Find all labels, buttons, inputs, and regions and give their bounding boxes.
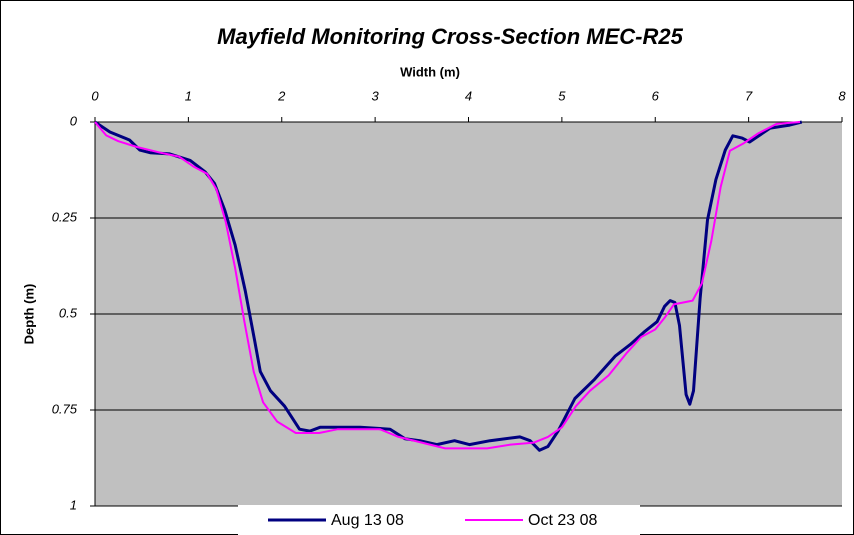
x-tick-label: 0 bbox=[91, 88, 99, 103]
legend-label: Oct 23 08 bbox=[528, 512, 597, 529]
y-axis-label: Depth (m) bbox=[21, 284, 36, 345]
x-axis-label: Width (m) bbox=[400, 64, 460, 79]
x-tick-label: 3 bbox=[372, 88, 380, 103]
data-line bbox=[94, 121, 801, 450]
chart-title: Mayfield Monitoring Cross-Section MEC-R2… bbox=[217, 24, 683, 49]
x-tick-label: 8 bbox=[838, 88, 846, 103]
x-tick-label: 6 bbox=[652, 88, 660, 103]
x-tick-label: 1 bbox=[185, 88, 192, 103]
x-tick-label: 7 bbox=[745, 88, 753, 103]
y-tick-label: 0.75 bbox=[52, 401, 78, 416]
data-line bbox=[94, 120, 803, 452]
y-tick-label: 0.25 bbox=[52, 209, 78, 224]
y-tick-label: 0 bbox=[70, 113, 78, 128]
x-tick-label: 2 bbox=[277, 88, 286, 103]
x-tick-label: 5 bbox=[558, 88, 566, 103]
y-tick-label: 1 bbox=[70, 497, 77, 512]
y-tick-label: 0.5 bbox=[59, 305, 78, 320]
x-tick-label: 4 bbox=[465, 88, 472, 103]
legend-label: Aug 13 08 bbox=[331, 512, 404, 529]
